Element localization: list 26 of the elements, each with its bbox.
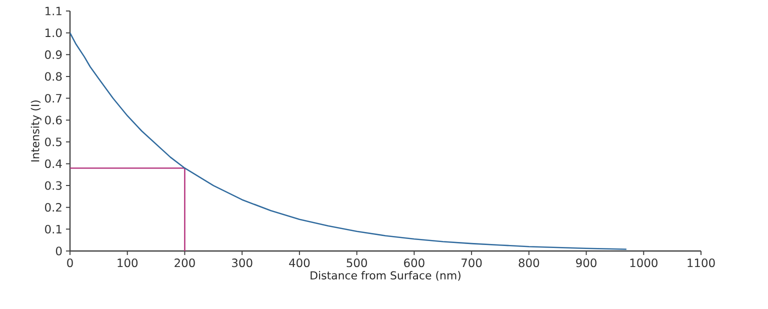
y-axis-title: Intensity (I) [30,100,42,162]
x-tick-label: 400 [289,258,310,268]
x-tick-label: 0 [67,258,73,268]
y-tick-label: 1.0 [46,28,62,38]
x-tick-label: 200 [174,258,195,268]
x-tick-label: 600 [404,258,424,268]
y-tick-label: 0.7 [45,94,62,103]
y-tick-label: 0 [56,246,62,256]
y-tick-label: 0.6 [45,116,62,124]
x-tick-label: 500 [346,258,367,268]
y-tick-label: 0.8 [45,72,62,81]
y-tick-label: 0.4 [45,159,62,168]
x-tick-label: 800 [518,258,540,268]
y-tick-label: 0.1 [45,224,62,234]
x-tick-label: 1000 [630,258,658,268]
y-tick-label: 0.9 [45,50,62,59]
x-tick-label: 700 [462,258,482,268]
x-tick-label: 300 [232,258,252,268]
y-tick-label: 0.2 [45,203,62,212]
x-tick-label: 100 [118,258,138,268]
y-tick-label: 0.5 [45,138,62,146]
y-tick-label: 0.3 [45,181,62,190]
y-tick-label: 1.1 [46,6,62,16]
x-tick-label: 900 [576,258,596,268]
x-tick-label: 1100 [688,258,715,268]
x-axis-title: Distance from Surface (nm) [310,271,460,281]
